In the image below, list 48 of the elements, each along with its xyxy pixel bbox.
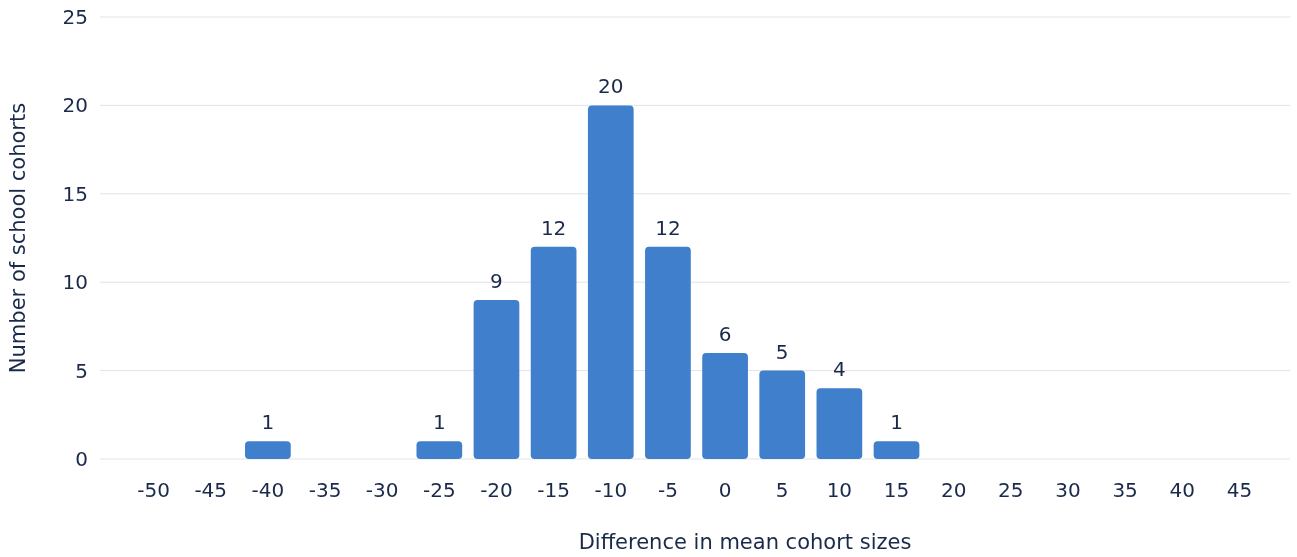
bar	[645, 246, 691, 459]
y-tick-label: 0	[75, 447, 88, 471]
data-label: 1	[432, 410, 446, 435]
x-tick-label: 10	[826, 478, 853, 502]
x-tick-label: 0	[718, 478, 732, 502]
x-tick-label: -15	[537, 478, 570, 502]
data-label: 6	[718, 321, 732, 346]
y-tick-label: 10	[62, 270, 88, 295]
x-axis-title: Difference in mean cohort sizes	[578, 530, 912, 554]
y-tick-label: 15	[62, 181, 88, 206]
x-tick-label: 30	[1055, 478, 1081, 502]
data-label: 12	[655, 215, 681, 240]
y-tick-label: 25	[62, 5, 88, 29]
bar	[473, 299, 520, 459]
x-tick-label: -10	[594, 478, 628, 502]
data-label: 1	[261, 410, 275, 435]
x-tick-label: -40	[251, 478, 285, 502]
bar	[816, 388, 863, 459]
x-tick-label: 5	[775, 478, 789, 502]
x-tick-label: -35	[308, 478, 342, 502]
bar	[873, 441, 920, 459]
x-tick-label: 15	[883, 478, 910, 502]
x-tick-label: -30	[365, 478, 399, 502]
bar	[702, 352, 748, 459]
bar	[416, 441, 463, 459]
data-label: 1	[890, 410, 903, 435]
y-axis-title: Number of school cohorts	[6, 102, 30, 374]
x-tick-label: -20	[480, 478, 513, 502]
x-tick-label: -45	[194, 478, 228, 502]
data-label: 9	[490, 268, 503, 293]
y-tick-label: 5	[75, 358, 88, 383]
x-tick-label: -5	[657, 478, 678, 502]
data-label: 20	[598, 74, 624, 99]
data-label: 4	[833, 357, 846, 382]
x-tick-label: 20	[940, 478, 967, 502]
data-label: 12	[540, 215, 567, 240]
x-tick-label: 25	[998, 478, 1024, 502]
x-tick-label: 45	[1226, 478, 1253, 502]
bar	[587, 105, 634, 459]
bar	[759, 370, 806, 459]
x-tick-label: 40	[1169, 478, 1195, 502]
x-tick-label: -25	[422, 478, 456, 502]
bar	[245, 441, 291, 459]
data-label: 5	[775, 339, 789, 364]
y-tick-label: 20	[62, 93, 88, 118]
bar	[530, 246, 577, 459]
x-tick-label: -50	[137, 478, 170, 502]
x-tick-label: 35	[1112, 478, 1138, 502]
